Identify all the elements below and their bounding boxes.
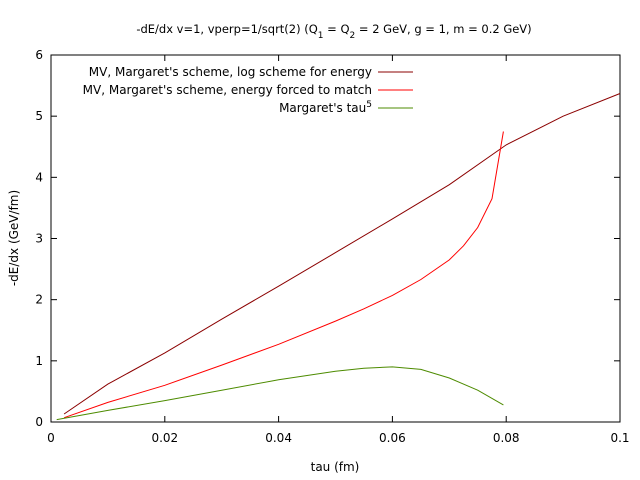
- series-line-3: [56, 366, 504, 421]
- title-part: = 2 GeV, g = 1, m = 0.2 GeV): [355, 22, 531, 36]
- y-tick-label: 6: [35, 48, 43, 62]
- x-tick-label: 0.1: [610, 431, 629, 445]
- series-layer: [56, 93, 621, 421]
- title-part: 1: [318, 31, 324, 41]
- x-tick-label: 0.06: [379, 431, 406, 445]
- series-line-2: [63, 131, 504, 419]
- x-tick-label: 0: [47, 431, 55, 445]
- title-part: = Q: [324, 22, 350, 36]
- y-tick-label: 4: [35, 170, 43, 184]
- x-tick-label: 0.02: [151, 431, 178, 445]
- title-part: 2: [350, 31, 356, 41]
- title-part: -dE/dx v=1, vperp=1/sqrt(2) (Q: [136, 22, 317, 36]
- x-tick-label: 0.08: [493, 431, 520, 445]
- legend-label-2: MV, Margaret's scheme, energy forced to …: [83, 83, 372, 97]
- legend-label-3: Margaret's tau5: [279, 100, 372, 115]
- series-line-1: [63, 93, 621, 415]
- x-axis-label: tau (fm): [311, 460, 360, 474]
- legend-label-1: MV, Margaret's scheme, log scheme for en…: [89, 65, 372, 79]
- y-axis-label: -dE/dx (GeV/fm): [7, 190, 21, 286]
- y-tick-label: 3: [35, 232, 43, 246]
- y-tick-label: 2: [35, 293, 43, 307]
- y-tick-label: 1: [35, 354, 43, 368]
- legend: MV, Margaret's scheme, log scheme for en…: [83, 65, 413, 115]
- x-tick-label: 0.04: [265, 431, 292, 445]
- chart-title: -dE/dx v=1, vperp=1/sqrt(2) (Q1 = Q2 = 2…: [136, 22, 531, 41]
- y-tick-label: 5: [35, 109, 43, 123]
- axis-ticks: 0 0.02 0.04 0.06 0.08 0.1 0 1 2 3 4 5 6: [35, 48, 629, 445]
- y-tick-label: 0: [35, 415, 43, 429]
